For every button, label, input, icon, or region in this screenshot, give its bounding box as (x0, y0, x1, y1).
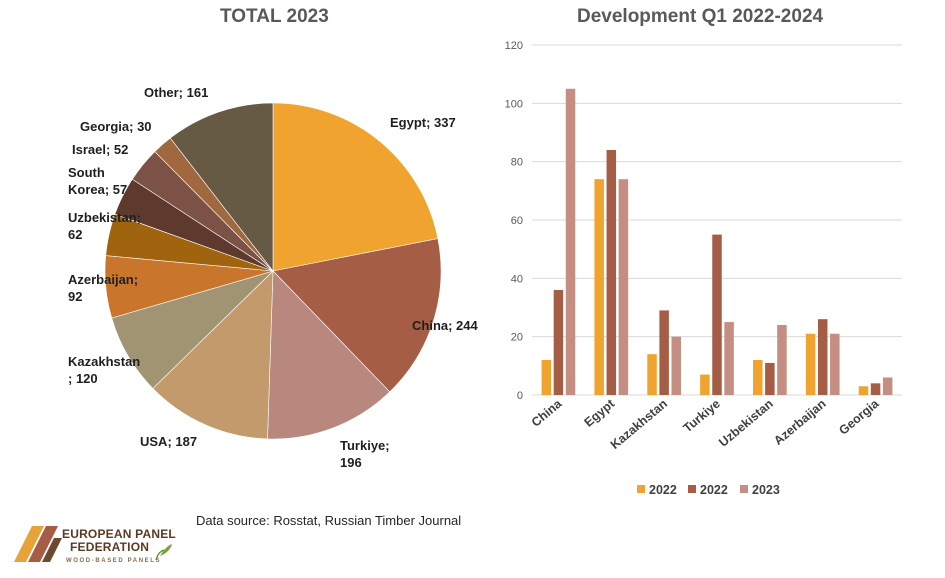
bar-egypt-series-2 (606, 150, 617, 395)
bar-georgia-series-3 (882, 377, 893, 395)
bar-china-series-3 (565, 88, 576, 395)
x-category-label: Georgia (836, 396, 882, 438)
bar-turkiye-series-2 (712, 234, 722, 395)
logo-mark-icon (14, 526, 62, 562)
leaf-icon (155, 544, 172, 561)
bar-azerbaijan-series-1 (805, 333, 816, 395)
pie-slice-turkiye (267, 270, 391, 440)
bar-egypt-series-3 (618, 179, 629, 395)
legend-swatch (740, 485, 748, 493)
y-tick-label: 120 (505, 40, 523, 52)
logo-text-line3: WOOD-BASED PANELS (66, 558, 161, 564)
legend-item-3: 2023 (740, 483, 780, 497)
legend-label: 2022 (700, 483, 728, 497)
bar-kazakhstan-series-3 (671, 336, 681, 395)
pie-slice-egypt (272, 102, 439, 272)
x-category-label: Turkiye (681, 397, 723, 436)
y-tick-label: 100 (505, 98, 523, 110)
legend-swatch (688, 485, 696, 493)
pie-label-china: China; 244 (412, 318, 479, 333)
y-tick-label: 0 (517, 390, 523, 402)
pie-chart-title: TOTAL 2023 (220, 6, 329, 27)
legend-label: 2022 (649, 483, 677, 497)
pie-label-israel: Israel; 52 (72, 142, 128, 157)
data-source-note: Data source: Rosstat, Russian Timber Jou… (196, 513, 462, 528)
bar-china-series-2 (553, 290, 564, 395)
bar-kazakhstan-series-2 (659, 310, 669, 395)
y-tick-label: 60 (511, 215, 523, 227)
pie-label-azerbaijan: Azerbaijan; 92 (68, 272, 138, 304)
pie-label-kazakhstan: Kazakhstan; 120 (68, 354, 140, 386)
pie-label-usa: USA; 187 (140, 434, 197, 449)
x-category-label: Azerbaijan (771, 397, 828, 448)
bar-georgia-series-2 (870, 383, 881, 395)
legend-item-2: 2022 (688, 483, 728, 497)
x-category-label: Kazakhstan (608, 397, 670, 452)
pie-chart: Egypt; 337 China; 244 Turkiye; 196 USA; 187 K… (68, 85, 479, 470)
x-category-label: Uzbekistan (716, 397, 776, 450)
y-tick-label: 80 (511, 157, 523, 169)
pie-label-uzbekistan: Uzbekistan; 62 (68, 210, 141, 242)
pie-label-georgia: Georgia; 30 (80, 119, 152, 134)
pie-slice-china (272, 238, 442, 393)
x-category-label: Egypt (582, 396, 618, 430)
bar-uzbekistan-series-3 (777, 325, 787, 395)
logo-text-line2: FEDERATION (70, 540, 149, 554)
bar-egypt-series-1 (594, 179, 604, 395)
x-category-label: China (529, 396, 565, 430)
bar-turkiye-series-3 (724, 322, 734, 395)
epf-logo: EUROPEAN PANEL FEDERATION WOOD-BASED PAN… (14, 526, 176, 564)
pie-label-other: Other; 161 (144, 85, 208, 100)
bar-azerbaijan-series-2 (817, 319, 828, 395)
bar-georgia-series-1 (858, 386, 869, 395)
legend-swatch (637, 485, 645, 493)
pie-label-egypt: Egypt; 337 (390, 115, 456, 130)
bar-uzbekistan-series-2 (765, 362, 775, 395)
pie-slice-usa (152, 270, 274, 440)
legend-item-1: 2022 (637, 483, 677, 497)
y-tick-label: 20 (511, 332, 523, 344)
y-tick-label: 40 (511, 273, 523, 285)
bar-turkiye-series-1 (700, 374, 710, 395)
logo-text-line1: EUROPEAN PANEL (62, 527, 176, 541)
bar-uzbekistan-series-1 (753, 360, 763, 395)
bar-azerbaijan-series-3 (830, 333, 840, 395)
pie-slice-other (169, 102, 274, 272)
pie-label-south-korea: South Korea; 57 (68, 165, 127, 197)
pie-label-turkiye: Turkiye; 196 (340, 438, 390, 470)
legend-label: 2023 (752, 483, 780, 497)
bar-chart-title: Development Q1 2022-2024 (577, 6, 824, 27)
bar-china-series-1 (541, 360, 552, 395)
bar-kazakhstan-series-1 (647, 354, 657, 395)
